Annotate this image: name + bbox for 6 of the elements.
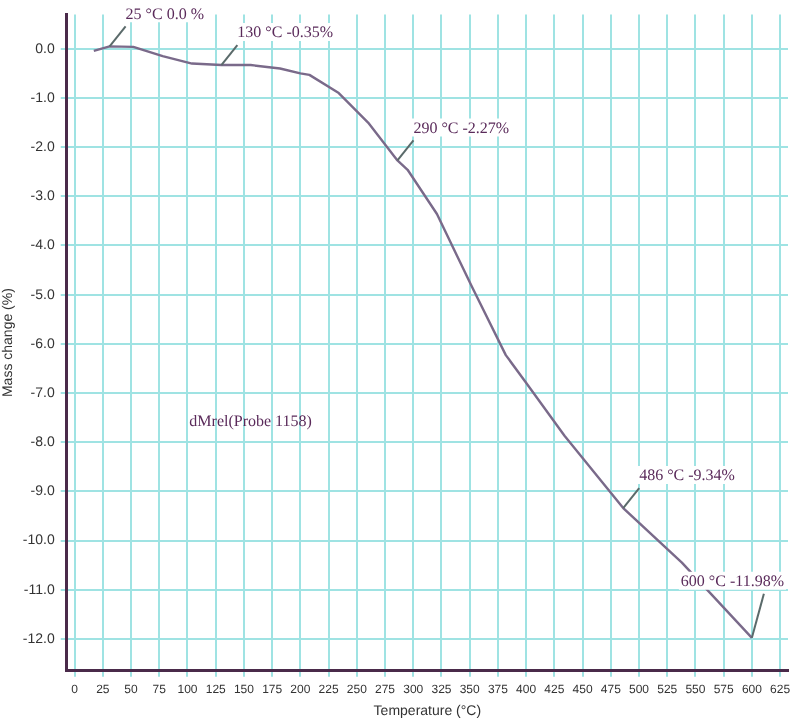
annotation: 130 °C -0.35% [237, 23, 334, 42]
annotation: 290 °C -2.27% [413, 118, 510, 137]
annotation: 600 °C -11.98% [680, 572, 785, 591]
annotation: dMrel(Probe 1158) [189, 411, 313, 430]
annotation: 25 °C 0.0 % [125, 4, 205, 23]
annotation: 486 °C -9.34% [639, 466, 736, 485]
